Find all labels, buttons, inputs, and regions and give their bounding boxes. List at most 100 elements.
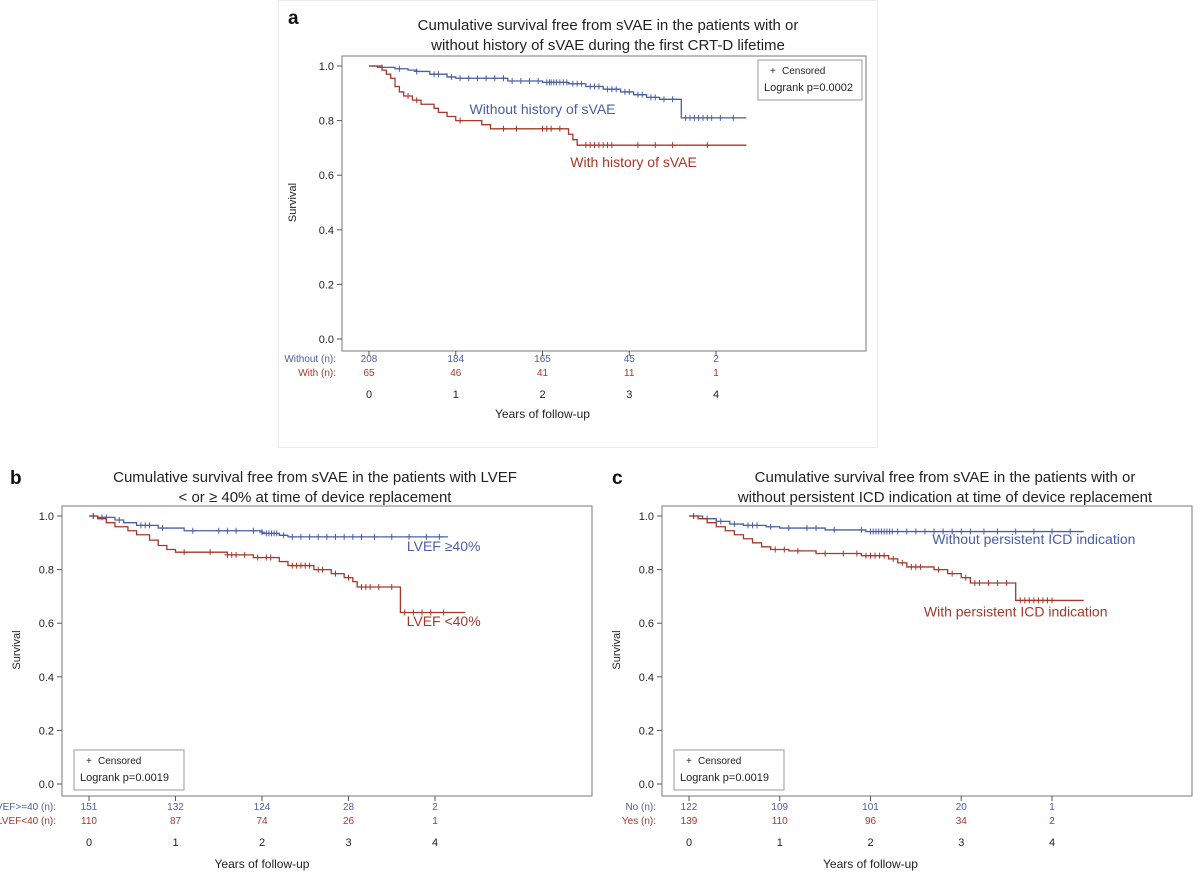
risk-table-label: Without (n): <box>284 354 336 365</box>
x-tick-label: 2 <box>539 389 545 401</box>
y-axis-label: Survival <box>611 630 623 669</box>
x-tick-label: 0 <box>86 837 92 849</box>
y-tick-label: 1.0 <box>39 511 54 523</box>
censor-mark <box>1030 528 1037 535</box>
censor-mark <box>595 83 602 90</box>
censor-mark <box>341 533 348 540</box>
censor-mark <box>985 580 992 586</box>
censor-mark <box>259 529 265 536</box>
censor-mark <box>781 546 788 553</box>
censor-mark <box>427 609 434 616</box>
censor-mark <box>465 75 472 82</box>
censor-mark <box>435 71 442 78</box>
x-tick-label: 0 <box>366 389 372 401</box>
censor-mark <box>556 125 563 132</box>
censor-mark <box>371 533 378 540</box>
censor-mark <box>474 75 481 82</box>
y-tick-label: 0.4 <box>639 672 654 684</box>
risk-table-value: 45 <box>624 354 636 365</box>
censor-mark <box>181 549 188 556</box>
x-tick-label: 0 <box>686 837 692 849</box>
censor-mark <box>639 91 646 98</box>
censor-mark <box>840 550 847 557</box>
title-line-2: without persistent ICD indication at tim… <box>737 489 1153 506</box>
x-tick-label: 3 <box>626 389 632 401</box>
y-tick-label: 0.0 <box>39 779 54 791</box>
censor-mark <box>358 533 365 540</box>
censor-mark <box>813 525 820 532</box>
risk-table-value: 26 <box>343 816 355 827</box>
censor-mark <box>319 566 326 573</box>
legend-censored-label: Censored <box>98 756 141 767</box>
risk-table-value: 20 <box>956 802 968 813</box>
censor-mark <box>899 559 906 566</box>
risk-table-value: 101 <box>862 802 879 813</box>
risk-table-value: 65 <box>363 368 375 379</box>
risk-table-value: 2 <box>713 354 719 365</box>
censor-mark <box>396 65 403 72</box>
censor-mark <box>626 88 633 95</box>
censor-mark <box>931 528 938 535</box>
censor-mark <box>958 528 965 535</box>
censor-mark <box>526 78 533 85</box>
censor-mark <box>794 547 801 554</box>
legend-censored-label: Censored <box>782 66 825 77</box>
risk-table-label: With (n): <box>298 368 336 379</box>
censor-mark <box>500 125 507 132</box>
censor-mark <box>233 551 240 558</box>
censor-mark <box>513 125 520 132</box>
censor-mark <box>731 521 738 528</box>
x-tick-label: 1 <box>777 837 783 849</box>
censor-mark <box>613 86 620 93</box>
censor-mark <box>267 554 274 561</box>
censor-mark <box>912 528 919 535</box>
risk-table-value: 1 <box>1049 802 1055 813</box>
risk-table-value: 34 <box>956 816 968 827</box>
curve-label: With persistent ICD indication <box>924 604 1108 620</box>
risk-table-value: 165 <box>534 354 551 365</box>
legend-box <box>757 59 863 101</box>
y-tick-label: 0.0 <box>319 334 334 346</box>
y-tick-label: 0.6 <box>319 170 334 182</box>
censor-mark <box>273 530 280 537</box>
plot-frame <box>661 505 1193 797</box>
censor-mark <box>280 532 287 539</box>
censor-mark <box>690 513 697 519</box>
censor-mark <box>146 522 153 529</box>
risk-table-value: 28 <box>343 802 355 813</box>
legend-box <box>673 749 785 791</box>
risk-table-value: 87 <box>170 816 182 827</box>
censor-mark <box>1049 597 1055 604</box>
censor-mark <box>306 562 313 569</box>
risk-table-label: LVEF>=40 (n): <box>0 802 56 813</box>
censor-mark <box>1012 528 1019 535</box>
legend-logrank: Logrank p=0.0019 <box>80 772 169 784</box>
censor-mark <box>994 580 1001 586</box>
censor-mark <box>388 533 395 540</box>
panel-letter: a <box>288 8 299 29</box>
censor-mark <box>1003 580 1010 586</box>
censor-mark <box>413 68 420 75</box>
y-tick-label: 0.6 <box>39 618 54 630</box>
x-axis-label: Years of follow-up <box>215 857 310 871</box>
risk-table-value: 110 <box>81 816 97 827</box>
x-tick-label: 1 <box>453 389 459 401</box>
censor-mark <box>889 528 896 535</box>
chart-panel-c: c Cumulative survival free from sVAE in … <box>600 462 1200 890</box>
censor-mark <box>578 80 585 87</box>
x-tick-label: 4 <box>713 389 719 401</box>
censor-mark <box>858 526 865 533</box>
y-tick-label: 0.8 <box>39 565 54 577</box>
censor-mark <box>704 142 711 149</box>
legend-logrank: Logrank p=0.0002 <box>764 82 853 94</box>
curve-label: Without persistent ICD indication <box>932 531 1135 547</box>
censor-mark <box>116 517 123 524</box>
chart-panel-a: a Cumulative survival free from sVAE in … <box>278 0 878 448</box>
censor-mark <box>853 550 860 557</box>
risk-table-value: 184 <box>447 354 464 365</box>
censor-mark <box>669 142 676 149</box>
x-axis-label: Years of follow-up <box>823 857 918 871</box>
censor-mark <box>215 527 222 534</box>
censor-mark <box>323 533 330 540</box>
